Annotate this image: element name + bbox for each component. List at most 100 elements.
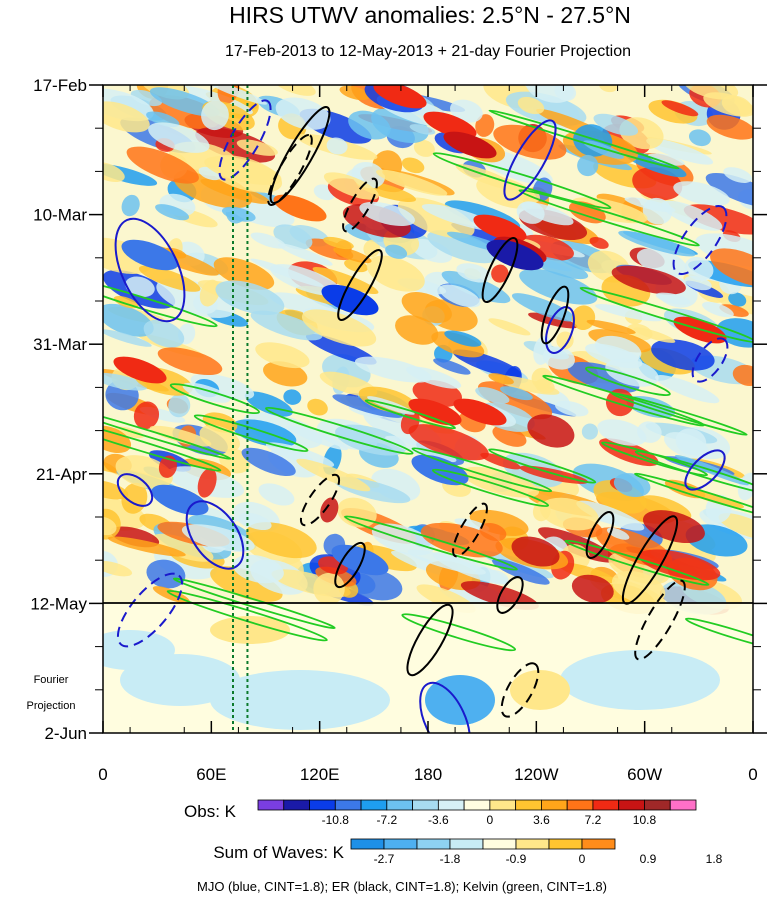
obs-colorbar-label: -3.6 <box>428 813 449 827</box>
warm-anomaly <box>684 488 745 509</box>
strong-anomaly <box>121 239 179 271</box>
wave-contours <box>103 99 753 733</box>
mjo-contour <box>114 217 186 323</box>
warm-anomaly <box>710 248 753 287</box>
warm-anomaly <box>366 255 425 292</box>
kelvin-contour <box>488 109 680 170</box>
kelvin-contour <box>634 472 753 519</box>
projection-anomaly <box>425 675 495 725</box>
cool-anomaly <box>441 270 511 304</box>
er-contour <box>500 662 540 718</box>
obs-colorbar-swatch <box>309 799 336 811</box>
warm-anomaly <box>480 452 521 470</box>
warm-anomaly <box>103 101 150 133</box>
mjo-contour <box>503 119 557 201</box>
kelvin-contour <box>488 448 597 484</box>
strong-anomaly <box>453 398 507 426</box>
cool-anomaly <box>201 100 229 131</box>
cool-anomaly <box>149 87 220 117</box>
contour-legend: MJO (blue, CINT=1.8); ER (black, CINT=1.… <box>197 879 607 894</box>
cool-anomaly <box>103 372 148 391</box>
warm-anomaly <box>540 497 599 531</box>
kelvin-contour <box>364 399 456 430</box>
kelvin-contour <box>585 366 671 397</box>
cool-anomaly <box>202 85 268 105</box>
warm-anomaly <box>255 342 310 369</box>
warm-anomaly <box>151 533 214 562</box>
er-contour <box>334 541 366 589</box>
warm-anomaly <box>556 331 574 350</box>
cool-anomaly <box>265 442 335 468</box>
warm-anomaly <box>363 239 381 258</box>
cool-anomaly <box>684 256 714 281</box>
strong-anomaly <box>331 544 389 576</box>
warm-anomaly <box>528 312 578 329</box>
projection-anomaly <box>210 670 390 730</box>
cool-anomaly <box>427 230 498 264</box>
cool-anomaly <box>146 111 180 128</box>
warm-anomaly <box>138 265 201 292</box>
warm-anomaly <box>376 169 448 196</box>
cool-anomaly <box>519 268 598 305</box>
x-tick-label: 0 <box>98 765 107 784</box>
er-contour <box>406 603 454 677</box>
cool-anomaly <box>409 124 436 135</box>
x-tick-label: 0 <box>748 765 757 784</box>
waves-colorbar: -2.7-1.8-0.900.91.82.7 <box>350 838 772 866</box>
cool-anomaly <box>258 483 295 506</box>
projection-anomaly <box>560 650 720 710</box>
y-tick-label: 31-Mar <box>33 335 87 354</box>
strong-anomaly <box>473 214 527 242</box>
warm-anomaly <box>589 236 609 249</box>
cool-anomaly <box>716 318 753 348</box>
cool-anomaly <box>492 558 550 585</box>
strong-anomaly <box>423 111 477 139</box>
warm-anomaly <box>333 247 372 264</box>
warm-anomaly <box>210 566 283 602</box>
warm-anomaly <box>420 522 503 558</box>
cool-anomaly <box>286 425 348 451</box>
cool-anomaly <box>155 204 190 221</box>
cool-anomaly <box>407 549 486 575</box>
cool-anomaly <box>597 419 647 446</box>
cool-anomaly <box>673 181 730 206</box>
projection-anomaly <box>510 670 570 710</box>
strong-anomaly <box>273 194 327 222</box>
projection-label-line1: Fourier <box>34 674 69 686</box>
kelvin-contour <box>685 617 753 651</box>
cool-anomaly <box>181 524 255 552</box>
y-tick-label: 2-Jun <box>44 724 87 743</box>
warm-anomaly <box>732 364 753 386</box>
warm-anomaly <box>158 455 177 478</box>
chart-subtitle: 17-Feb-2013 to 12-May-2013 + 21-day Four… <box>225 43 631 60</box>
cool-anomaly <box>705 172 753 208</box>
cool-anomaly <box>433 358 471 375</box>
kelvin-contour <box>166 589 328 642</box>
er-contour <box>452 502 488 558</box>
cool-anomaly <box>651 339 715 371</box>
waves-colorbar-label: -1.8 <box>440 852 461 866</box>
cool-anomaly <box>121 194 140 217</box>
obs-colorbar-swatch <box>592 799 620 811</box>
warm-anomaly <box>511 536 560 567</box>
cool-anomaly <box>554 400 589 417</box>
mjo-contour <box>691 337 729 383</box>
projection-label-line2: Projection <box>27 700 76 712</box>
kelvin-contour <box>518 189 700 247</box>
warm-anomaly <box>197 468 217 498</box>
warm-anomaly <box>126 146 199 184</box>
cool-anomaly <box>103 329 152 347</box>
warm-anomaly <box>320 497 339 523</box>
warm-anomaly <box>493 124 567 160</box>
projection-anomaly <box>210 616 290 644</box>
y-tick-label: 21-Apr <box>36 465 87 484</box>
er-contour <box>540 285 570 345</box>
warm-anomaly <box>661 100 699 117</box>
longitude-markers <box>232 85 249 733</box>
cool-anomaly <box>646 138 714 165</box>
warm-anomaly <box>323 172 379 200</box>
x-tick-label: 60W <box>627 765 662 784</box>
warm-anomaly <box>195 127 276 163</box>
strong-anomaly <box>151 484 209 516</box>
waves-colorbar-label: 0 <box>579 852 586 866</box>
